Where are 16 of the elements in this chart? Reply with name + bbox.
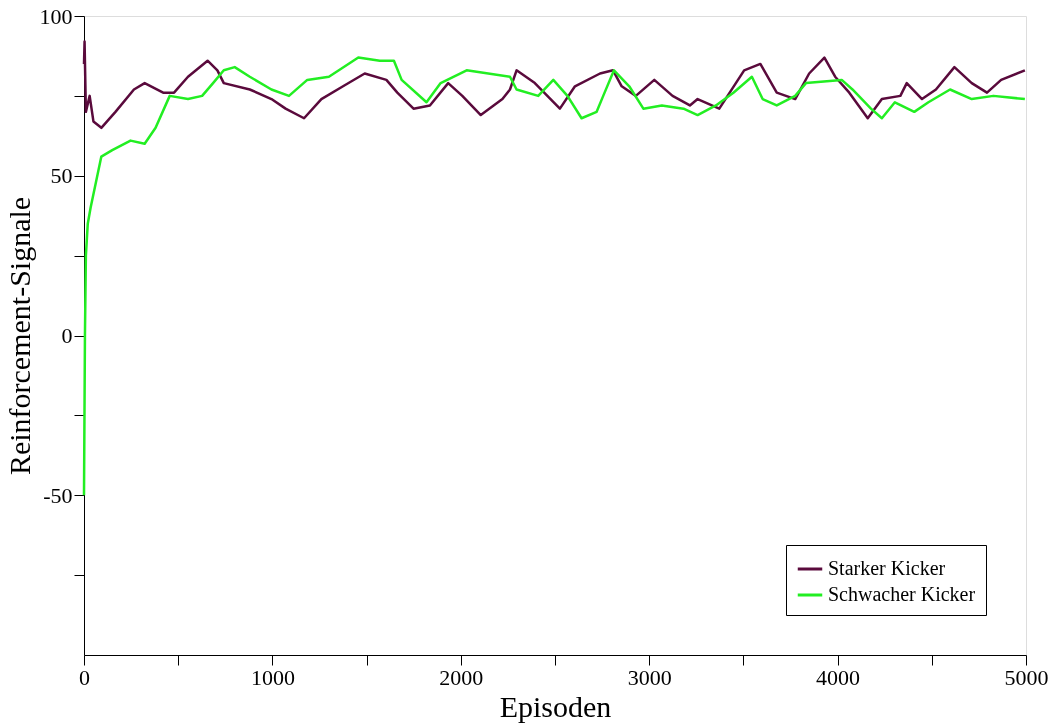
y-tick-label: 100	[39, 3, 73, 29]
y-tick-label: 0	[61, 323, 73, 348]
y-tick-label: 50	[50, 163, 73, 189]
x-tick-label: 3000	[627, 664, 672, 690]
y-axis-title: Reinforcement-Signale	[2, 196, 36, 476]
x-tick-label: 5000	[1004, 664, 1049, 690]
x-axis-title: Episoden	[499, 689, 612, 723]
x-tick-label: 1000	[250, 664, 295, 690]
x-tick-label: 4000	[816, 664, 861, 690]
x-tick-label: 2000	[439, 664, 484, 690]
y-tick-label: -50	[43, 482, 73, 508]
line-series	[82, 56, 1027, 497]
x-tick-label: 0	[79, 664, 90, 690]
line-series	[82, 40, 1027, 130]
legend-label: Starker Kicker	[828, 557, 946, 579]
legend-label: Schwacher Kicker	[828, 583, 976, 605]
